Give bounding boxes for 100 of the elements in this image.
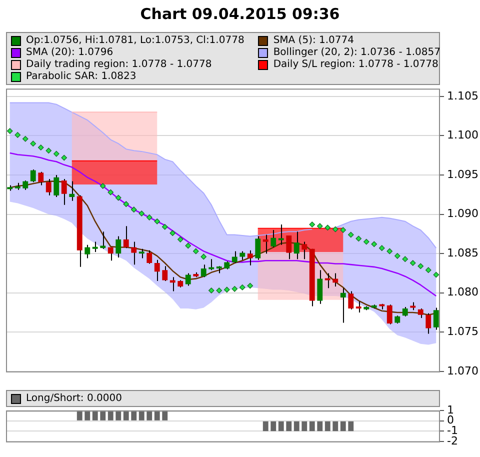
y-tick-label: 1.080 bbox=[447, 286, 478, 299]
point bbox=[216, 288, 222, 294]
candlestick bbox=[402, 306, 408, 317]
point bbox=[316, 223, 323, 229]
candlestick bbox=[255, 236, 261, 260]
point bbox=[371, 241, 378, 248]
point bbox=[170, 230, 176, 236]
candlestick bbox=[38, 171, 44, 186]
point bbox=[239, 284, 246, 290]
candlestick bbox=[46, 178, 52, 196]
candlestick bbox=[433, 307, 439, 330]
candlestick bbox=[418, 308, 424, 318]
point bbox=[394, 253, 400, 259]
y-tick-label: 1.070 bbox=[447, 364, 478, 378]
point bbox=[232, 286, 238, 292]
point bbox=[146, 214, 152, 220]
point bbox=[115, 194, 122, 201]
point bbox=[61, 154, 68, 161]
legend-label: Op:1.0756, Hi:1.0781, Lo:1.0753, Cl:1.0778 bbox=[26, 35, 244, 46]
legend-label: Long/Short: 0.0000 bbox=[26, 393, 122, 404]
candlestick bbox=[30, 169, 36, 183]
candlestick bbox=[294, 231, 300, 260]
point bbox=[410, 260, 416, 266]
legend-label: Bollinger (20, 2): 1.0736 - 1.0857 bbox=[273, 47, 440, 58]
y-tick-label: 1.090 bbox=[447, 207, 478, 220]
candlestick bbox=[123, 226, 129, 249]
point bbox=[208, 288, 214, 294]
candlestick bbox=[232, 250, 238, 264]
point bbox=[130, 206, 137, 212]
point bbox=[22, 136, 28, 142]
legend-label: Daily trading region: 1.0778 - 1.0778 bbox=[26, 59, 212, 70]
y-tick-label: 1.075 bbox=[447, 324, 478, 338]
candlestick bbox=[208, 258, 214, 271]
point bbox=[433, 272, 440, 278]
candlestick bbox=[61, 178, 67, 206]
candlestick bbox=[262, 234, 268, 254]
point bbox=[30, 140, 36, 146]
point bbox=[138, 210, 145, 216]
chart-title: Chart 09.04.2015 09:36 bbox=[139, 5, 341, 23]
y-tick-label: 1.085 bbox=[447, 246, 478, 260]
point bbox=[53, 150, 60, 157]
point bbox=[386, 248, 393, 254]
point bbox=[324, 224, 331, 231]
point bbox=[123, 201, 130, 207]
point bbox=[224, 286, 230, 293]
candlestick bbox=[146, 250, 152, 264]
point bbox=[100, 183, 106, 189]
candlestick bbox=[340, 288, 346, 324]
y-tick-label: 1.095 bbox=[447, 168, 478, 181]
candlestick bbox=[332, 272, 338, 288]
point bbox=[378, 245, 385, 251]
candlestick bbox=[278, 224, 284, 246]
point bbox=[247, 282, 254, 289]
point bbox=[14, 132, 21, 138]
legend-label: SMA (5): 1.0774 bbox=[273, 35, 354, 46]
candlestick bbox=[116, 236, 122, 258]
candlestick bbox=[138, 248, 144, 259]
point bbox=[154, 218, 160, 224]
candlestick bbox=[200, 264, 206, 278]
y-tick-label: 1.105 bbox=[447, 89, 478, 102]
y-tick-label: -2 bbox=[447, 434, 458, 448]
candlestick bbox=[302, 241, 308, 260]
candlestick bbox=[426, 312, 432, 334]
point bbox=[185, 242, 192, 249]
point bbox=[402, 256, 408, 262]
candlestick bbox=[317, 270, 323, 304]
legend-label: Parabolic SAR: 1.0823 bbox=[26, 71, 136, 82]
point bbox=[177, 236, 184, 242]
candlestick bbox=[108, 246, 114, 262]
candlestick bbox=[54, 174, 60, 198]
candlestick bbox=[162, 266, 168, 282]
candlestick bbox=[348, 290, 354, 310]
point bbox=[363, 238, 370, 245]
candlestick bbox=[185, 272, 191, 286]
point bbox=[200, 254, 207, 260]
point bbox=[192, 248, 199, 254]
candlestick bbox=[324, 272, 330, 289]
candlestick bbox=[69, 180, 75, 202]
candlestick bbox=[356, 300, 362, 313]
candlestick bbox=[247, 250, 253, 266]
candlestick bbox=[131, 241, 137, 266]
point bbox=[162, 224, 168, 230]
candlestick bbox=[154, 259, 160, 282]
point bbox=[348, 232, 354, 238]
legend-label: SMA (20): 1.0796 bbox=[26, 47, 114, 58]
candlestick bbox=[22, 180, 28, 190]
point bbox=[425, 267, 432, 273]
point bbox=[356, 236, 362, 242]
point bbox=[38, 144, 44, 150]
point bbox=[108, 189, 114, 196]
point bbox=[6, 128, 13, 134]
candlestick bbox=[286, 235, 292, 260]
point bbox=[46, 148, 52, 154]
candlestick bbox=[100, 231, 106, 250]
point bbox=[332, 226, 338, 232]
candlestick bbox=[270, 230, 276, 248]
candlestick bbox=[386, 304, 392, 325]
legend-label: Daily S/L region: 1.0778 - 1.0778 bbox=[273, 59, 438, 70]
point bbox=[340, 227, 346, 233]
candlestick bbox=[84, 244, 90, 259]
